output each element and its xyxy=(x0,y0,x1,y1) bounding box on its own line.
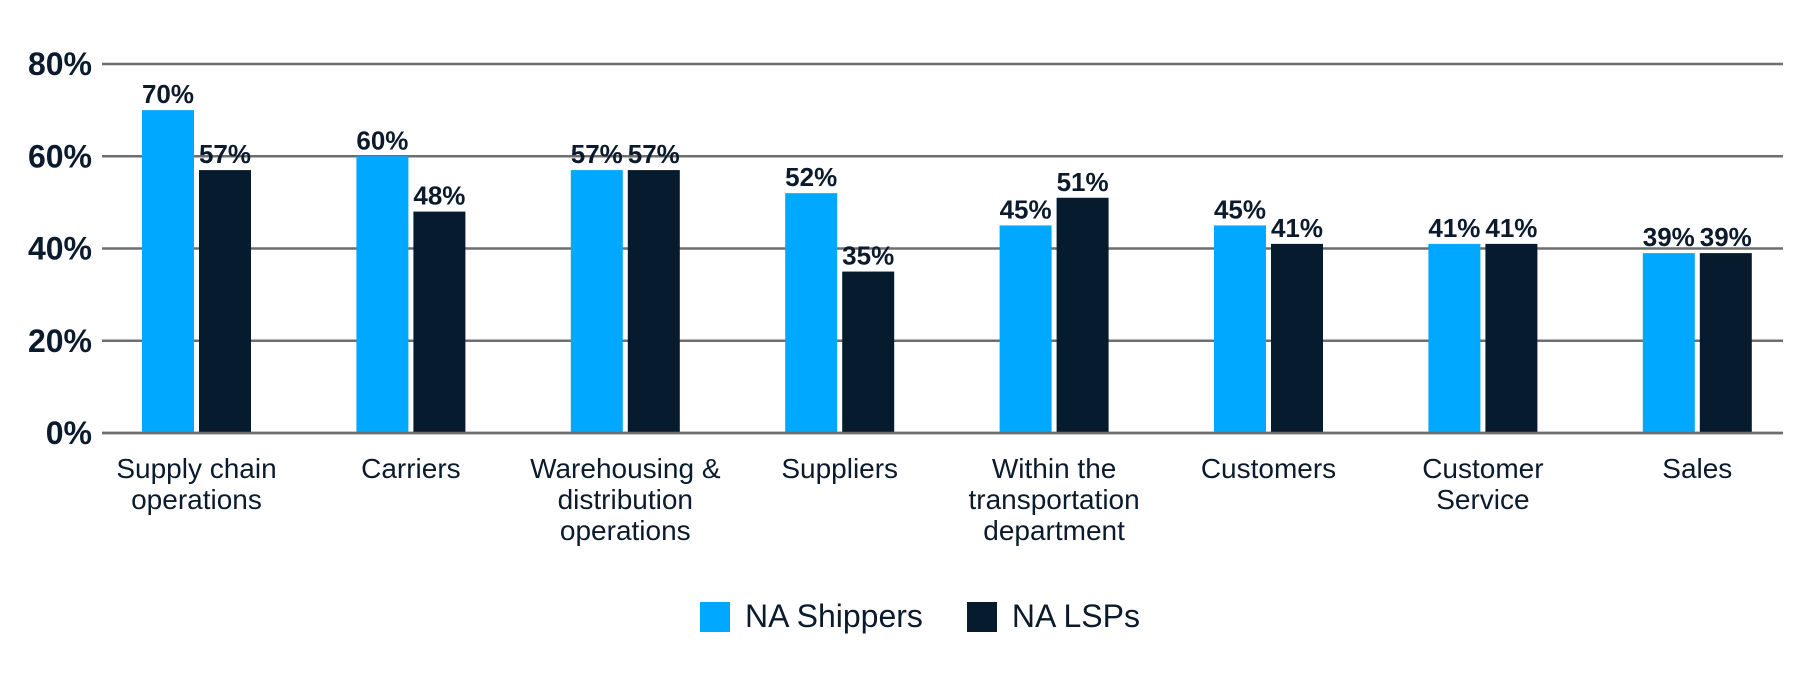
x-tick-label-line: operations xyxy=(131,484,262,515)
x-tick-label-sales: Sales xyxy=(1662,453,1732,484)
bar-na-lsps-supply-chain-operations xyxy=(199,170,251,433)
x-tick-label-line: Within the xyxy=(992,453,1117,484)
y-tick-label-20: 20% xyxy=(28,323,92,359)
x-tick-label-line: operations xyxy=(560,515,691,546)
data-label-na-lsps-suppliers: 35% xyxy=(842,241,894,271)
data-label-na-shippers-suppliers: 52% xyxy=(785,162,837,192)
legend-swatch-na-lsps xyxy=(966,601,997,632)
x-tick-label-suppliers: Suppliers xyxy=(781,453,898,484)
x-tick-label-customer-service: Customer Service xyxy=(1422,453,1543,515)
bar-na-shippers-supply-chain-operations xyxy=(142,110,194,433)
x-tick-label-line: department xyxy=(983,515,1125,546)
y-axis-tick-labels: 0% 20% 40% 60% 80% xyxy=(28,46,92,451)
x-tick-label-warehousing-distribution-operations: Warehousing & distribution operations xyxy=(530,453,721,546)
x-tick-label-line: Sales xyxy=(1662,453,1732,484)
legend-label-na-lsps: NA LSPs xyxy=(1011,598,1140,634)
y-tick-label-0: 0% xyxy=(46,415,92,451)
data-label-na-lsps-warehousing-distribution-operations: 57% xyxy=(628,139,680,169)
bar-na-lsps-carriers xyxy=(413,211,466,433)
legend: NA Shippers NA LSPs xyxy=(0,598,1812,635)
x-tick-label-carriers: Carriers xyxy=(361,453,461,484)
x-tick-label-line: Customers xyxy=(1201,453,1336,484)
bar-na-lsps-customers xyxy=(1271,243,1323,433)
x-tick-label-within-the-transportation-department: Within the transportation department xyxy=(968,453,1139,546)
bar-na-shippers-warehousing-distribution-operations xyxy=(570,170,623,433)
data-label-na-shippers-sales: 39% xyxy=(1643,222,1695,252)
bar-na-shippers-customer-service xyxy=(1428,243,1481,433)
bar-na-shippers-customers xyxy=(1214,225,1266,433)
data-label-na-lsps-supply-chain-operations: 57% xyxy=(199,139,251,169)
data-label-na-shippers-warehousing-distribution-operations: 57% xyxy=(571,139,623,169)
x-tick-label-line: Suppliers xyxy=(781,453,898,484)
bar-na-shippers-carriers xyxy=(356,156,409,433)
x-tick-label-line: Supply chain xyxy=(116,453,276,484)
bar-na-lsps-within-the-transportation-department xyxy=(1056,197,1109,433)
bars xyxy=(142,110,1752,433)
data-label-na-lsps-customer-service: 41% xyxy=(1485,213,1537,243)
bar-na-lsps-warehousing-distribution-operations xyxy=(627,170,680,433)
x-tick-label-line: Customer xyxy=(1422,453,1543,484)
bar-na-shippers-suppliers xyxy=(785,193,838,433)
bar-na-shippers-sales xyxy=(1642,253,1695,433)
y-tick-label-80: 80% xyxy=(28,46,92,82)
bar-na-lsps-sales xyxy=(1699,253,1752,433)
data-label-na-lsps-customers: 41% xyxy=(1271,213,1323,243)
legend-item-na-shippers: NA Shippers xyxy=(700,598,923,635)
x-tick-label-customers: Customers xyxy=(1201,453,1336,484)
data-label-na-shippers-carriers: 60% xyxy=(356,125,408,155)
bar-na-shippers-within-the-transportation-department xyxy=(999,225,1052,433)
x-tick-label-line: Carriers xyxy=(361,453,461,484)
x-tick-label-supply-chain-operations: Supply chain operations xyxy=(116,453,276,515)
data-label-na-shippers-within-the-transportation-department: 45% xyxy=(1000,194,1052,224)
data-labels: 70%57% 60%48%57% 57%52%35%45%51%45%41% 41% 4… xyxy=(142,79,1752,270)
x-tick-label-line: transportation xyxy=(968,484,1139,515)
x-tick-label-line: Warehousing & xyxy=(530,453,721,484)
bar-na-lsps-suppliers xyxy=(842,271,895,433)
data-label-na-shippers-supply-chain-operations: 70% xyxy=(142,79,194,109)
legend-label-na-shippers: NA Shippers xyxy=(745,598,923,634)
data-label-na-shippers-customers: 45% xyxy=(1214,194,1266,224)
data-label-na-lsps-within-the-transportation-department: 51% xyxy=(1057,167,1109,197)
y-tick-label-60: 60% xyxy=(28,138,92,174)
x-tick-label-line: Service xyxy=(1436,484,1529,515)
y-tick-label-40: 40% xyxy=(28,231,92,267)
legend-swatch-na-shippers xyxy=(700,601,731,632)
data-label-na-lsps-sales: 39% xyxy=(1700,222,1752,252)
data-label-na-lsps-carriers: 48% xyxy=(413,181,465,211)
legend-item-na-lsps: NA LSPs xyxy=(966,598,1140,635)
x-tick-label-line: distribution xyxy=(558,484,693,515)
data-label-na-shippers-customer-service: 41% xyxy=(1428,213,1480,243)
bar-na-lsps-customer-service xyxy=(1485,243,1538,433)
